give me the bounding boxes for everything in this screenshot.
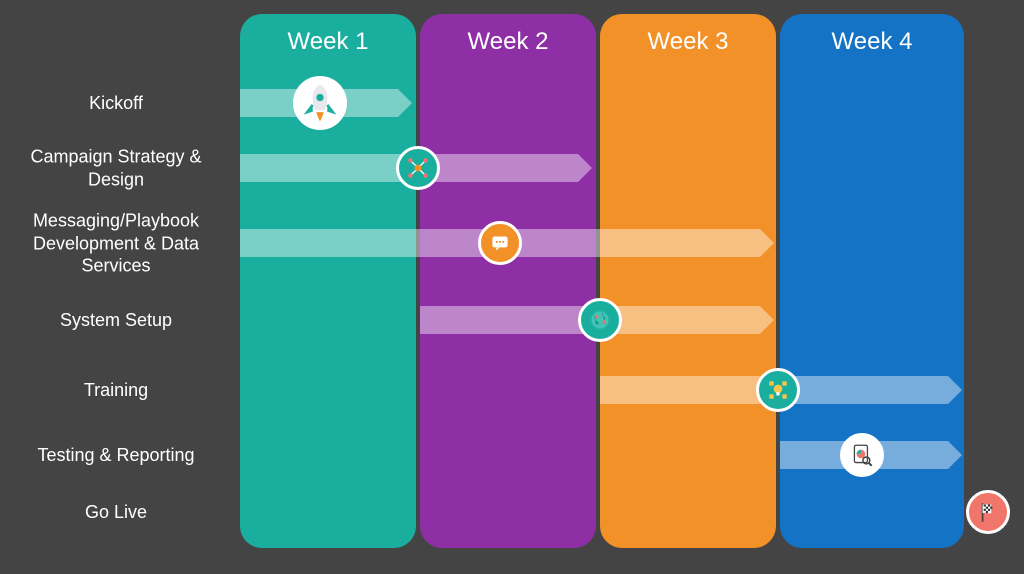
globe-icon	[578, 298, 622, 342]
report-icon	[840, 433, 884, 477]
flag-icon	[966, 490, 1010, 534]
rocket-icon	[293, 76, 347, 130]
row-label-golive: Go Live	[0, 501, 232, 524]
row-label-testing: Testing & Reporting	[0, 444, 232, 467]
week-header-4: Week 4	[780, 14, 964, 56]
week-header-3: Week 3	[600, 14, 776, 56]
row-label-strategy: Campaign Strategy & Design	[0, 146, 232, 191]
chat-icon	[478, 221, 522, 265]
row-label-messaging: Messaging/Playbook Development & Data Se…	[0, 209, 232, 277]
row-label-system: System Setup	[0, 309, 232, 332]
network-icon	[396, 146, 440, 190]
bulb-icon	[756, 368, 800, 412]
week-column-3: Week 3	[600, 14, 776, 548]
week-column-2: Week 2	[420, 14, 596, 548]
week-header-1: Week 1	[240, 14, 416, 56]
row-label-training: Training	[0, 379, 232, 402]
row-label-kickoff: Kickoff	[0, 92, 232, 115]
week-header-2: Week 2	[420, 14, 596, 56]
timeline-canvas: Week 1 Week 2 Week 3 Week 4 Kickoff Camp…	[0, 0, 1024, 574]
